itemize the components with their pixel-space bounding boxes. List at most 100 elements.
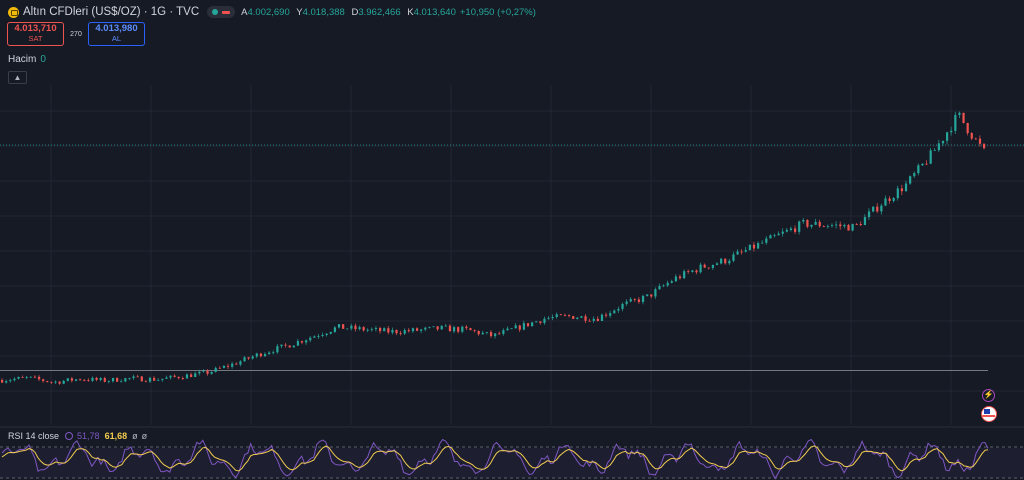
candle-body bbox=[276, 346, 279, 353]
candle-body bbox=[683, 271, 686, 279]
candle-body bbox=[703, 264, 706, 268]
rsi-settings-icon[interactable] bbox=[65, 432, 74, 440]
candle-body bbox=[732, 254, 735, 261]
candle-body bbox=[941, 140, 945, 144]
rsi-ma-line bbox=[1, 445, 989, 472]
candle-body bbox=[370, 329, 373, 330]
candle-body bbox=[559, 314, 562, 316]
candle-body bbox=[617, 308, 620, 311]
candle-body bbox=[448, 325, 452, 332]
candle-body bbox=[37, 376, 41, 380]
candle-body bbox=[432, 326, 435, 328]
candle-body bbox=[157, 379, 160, 381]
symbol-title[interactable]: Altın CFDleri (US$/OZ) · 1G · TVC bbox=[23, 6, 200, 18]
candle-body bbox=[395, 330, 398, 334]
candle-body bbox=[144, 381, 148, 383]
candle-body bbox=[863, 217, 867, 226]
rsi-label: RSI 14 close bbox=[8, 431, 60, 441]
candle-body bbox=[95, 377, 98, 380]
close-key: K bbox=[407, 6, 414, 18]
candle-body bbox=[876, 206, 879, 212]
rsi-na-1: ø bbox=[132, 431, 138, 441]
candle-body bbox=[510, 328, 513, 330]
candle-body bbox=[785, 229, 788, 232]
candle-body bbox=[111, 377, 115, 382]
candle-body bbox=[124, 378, 127, 382]
candle-body bbox=[362, 327, 365, 331]
candle-body bbox=[777, 233, 780, 236]
buy-label: AL bbox=[111, 34, 122, 43]
candle-body bbox=[592, 318, 595, 321]
candle-body bbox=[379, 328, 382, 332]
chevron-up-icon: ▲ bbox=[13, 73, 22, 82]
candle-body bbox=[604, 314, 608, 316]
candle-body bbox=[83, 380, 86, 381]
candle-body bbox=[600, 314, 604, 321]
ohlc-values: A4.002,690 Y4.018,388 D3.962,466 K4.013,… bbox=[241, 7, 460, 18]
candle-body bbox=[54, 381, 57, 383]
candle-body bbox=[522, 323, 526, 330]
candle-body bbox=[407, 330, 410, 332]
candle-body bbox=[477, 330, 480, 335]
candle-body bbox=[576, 317, 579, 319]
market-open-icon bbox=[212, 9, 219, 15]
candle-body bbox=[300, 341, 304, 343]
rsi-ma-value: 61,68 bbox=[104, 431, 128, 441]
market-status-pill[interactable] bbox=[207, 6, 236, 18]
candle-body bbox=[218, 367, 221, 369]
collapse-button[interactable]: ▲ bbox=[8, 71, 27, 84]
candle-body bbox=[337, 324, 341, 328]
candle-body bbox=[173, 375, 176, 377]
us-flag-icon[interactable] bbox=[981, 406, 997, 422]
candle-body bbox=[539, 321, 542, 323]
candle-body bbox=[424, 327, 427, 330]
candle-body bbox=[103, 377, 106, 382]
candle-body bbox=[966, 122, 969, 134]
candle-body bbox=[428, 326, 431, 328]
candle-body bbox=[609, 313, 612, 316]
candle-body bbox=[913, 173, 916, 177]
candle-body bbox=[350, 325, 353, 329]
candle-body bbox=[670, 281, 673, 283]
candle-body bbox=[613, 310, 616, 314]
candle-body bbox=[210, 371, 213, 374]
sell-button[interactable]: 4.013,710 SAT bbox=[7, 22, 64, 46]
candle-body bbox=[580, 316, 583, 318]
candle-body bbox=[724, 258, 727, 264]
candle-body bbox=[983, 143, 986, 149]
rsi-legend[interactable]: RSI 14 close 51,78 61,68 ø ø bbox=[8, 431, 151, 441]
candle-body bbox=[194, 373, 197, 377]
candle-body bbox=[650, 294, 653, 297]
candle-body bbox=[235, 363, 238, 365]
candle-body bbox=[202, 370, 205, 372]
candle-body bbox=[107, 381, 111, 382]
candle-body bbox=[296, 341, 300, 346]
candle-body bbox=[637, 299, 641, 302]
candle-body bbox=[765, 238, 768, 243]
lightning-icon[interactable]: ⚡ bbox=[982, 389, 995, 402]
candle-body bbox=[251, 356, 254, 359]
candle-body bbox=[917, 165, 920, 174]
candle-body bbox=[440, 325, 443, 330]
candle-body bbox=[830, 225, 834, 227]
candle-body bbox=[514, 325, 517, 329]
buy-price: 4.013,980 bbox=[95, 23, 138, 34]
candle-body bbox=[531, 322, 534, 327]
candle-body bbox=[485, 332, 489, 333]
candle-body bbox=[120, 381, 123, 383]
buy-button[interactable]: 4.013,980 AL bbox=[88, 22, 145, 46]
candle-body bbox=[165, 377, 168, 379]
candle-body bbox=[185, 374, 189, 379]
candle-body bbox=[436, 326, 439, 330]
candle-body bbox=[1, 380, 4, 383]
candle-body bbox=[481, 332, 484, 335]
candle-body bbox=[366, 329, 369, 331]
candle-body bbox=[489, 332, 493, 337]
candle-body bbox=[715, 263, 719, 265]
volume-legend[interactable]: Hacim 0 bbox=[8, 54, 46, 65]
candle-body bbox=[909, 176, 912, 184]
candle-body bbox=[793, 228, 797, 232]
candle-body bbox=[444, 325, 447, 327]
rsi-line bbox=[1, 438, 989, 480]
